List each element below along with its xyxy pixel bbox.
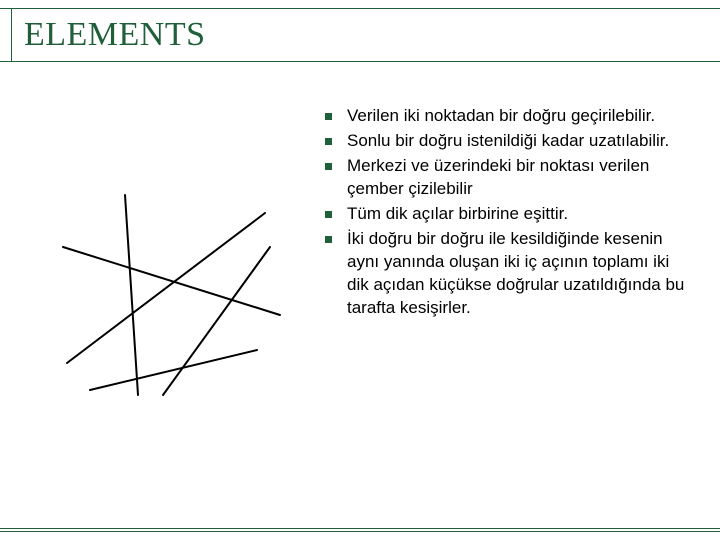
list-item-text: Tüm dik açılar birbirine eşittir.: [347, 203, 568, 226]
lines-diagram: [55, 185, 285, 415]
list-item-text: Merkezi ve üzerindeki bir noktası verile…: [347, 155, 695, 201]
list-item: İki doğru bir doğru ile kesildiğinde kes…: [325, 228, 695, 320]
lines-svg: [55, 185, 285, 415]
title-bar: ELEMENTS: [0, 8, 720, 62]
square-bullet-icon: [325, 211, 332, 218]
list-item: Merkezi ve üzerindeki bir noktası verile…: [325, 155, 695, 201]
page-title: ELEMENTS: [24, 16, 206, 54]
bottom-rule: [0, 528, 720, 532]
square-bullet-icon: [325, 163, 332, 170]
title-left-tab: [0, 9, 12, 61]
square-bullet-icon: [325, 113, 332, 120]
list-item: Verilen iki noktadan bir doğru geçirileb…: [325, 105, 695, 128]
postulates-list: Verilen iki noktadan bir doğru geçirileb…: [325, 105, 695, 321]
list-item-text: Verilen iki noktadan bir doğru geçirileb…: [347, 105, 655, 128]
list-item-text: Sonlu bir doğru istenildiği kadar uzatıl…: [347, 130, 669, 153]
list-item-text: İki doğru bir doğru ile kesildiğinde kes…: [347, 228, 695, 320]
square-bullet-icon: [325, 236, 332, 243]
list-item: Sonlu bir doğru istenildiği kadar uzatıl…: [325, 130, 695, 153]
square-bullet-icon: [325, 138, 332, 145]
list-item: Tüm dik açılar birbirine eşittir.: [325, 203, 695, 226]
